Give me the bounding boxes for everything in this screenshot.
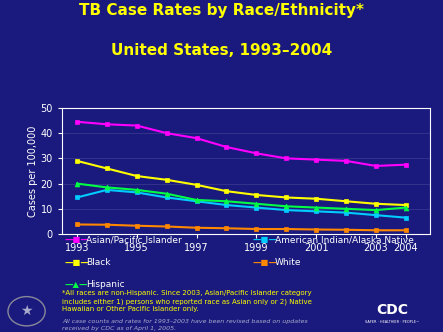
Text: —■—: —■—: [253, 235, 277, 244]
Text: SAFER · HEALTHIER · PEOPLE™: SAFER · HEALTHIER · PEOPLE™: [365, 320, 420, 324]
Text: Black: Black: [86, 258, 111, 267]
Text: —■—: —■—: [253, 258, 277, 267]
Text: All case counts and rates for 1993–2003 have been revised based on updates
recei: All case counts and rates for 1993–2003 …: [62, 319, 308, 331]
Text: American Indian/Alaska Native: American Indian/Alaska Native: [275, 235, 413, 244]
Text: United States, 1993–2004: United States, 1993–2004: [111, 43, 332, 58]
Text: —▲—: —▲—: [64, 280, 88, 290]
Text: Hispanic: Hispanic: [86, 280, 125, 290]
Text: Asian/Pacific Islander: Asian/Pacific Islander: [86, 235, 182, 244]
Text: *All races are non-Hispanic. Since 2003, Asian/Pacific Islander category
include: *All races are non-Hispanic. Since 2003,…: [62, 290, 312, 312]
Text: TB Case Rates by Race/Ethnicity*: TB Case Rates by Race/Ethnicity*: [79, 3, 364, 18]
Text: —■—: —■—: [64, 258, 89, 267]
Y-axis label: Cases per 100,000: Cases per 100,000: [28, 125, 38, 217]
Text: ★: ★: [20, 304, 33, 318]
Text: —■—: —■—: [64, 235, 89, 244]
Text: CDC: CDC: [376, 302, 408, 316]
Text: White: White: [275, 258, 301, 267]
